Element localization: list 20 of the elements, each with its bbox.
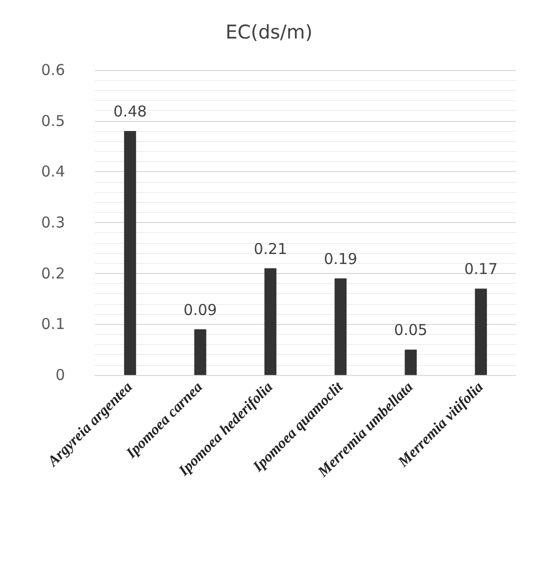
bar xyxy=(474,288,487,375)
data-label: 0.21 xyxy=(254,240,288,258)
bar xyxy=(404,350,417,375)
y-tick-label: 0.1 xyxy=(41,315,65,334)
data-label: 0.17 xyxy=(464,260,498,278)
bar xyxy=(194,329,206,375)
bar xyxy=(264,268,276,375)
y-tick-label: 0.6 xyxy=(41,61,65,79)
chart-title: EC(ds/m) xyxy=(226,22,312,44)
bar xyxy=(334,278,347,375)
y-tick-label: 0.2 xyxy=(41,264,65,282)
data-label: 0.05 xyxy=(394,321,428,340)
y-tick-label: 0.4 xyxy=(41,162,65,181)
data-label: 0.09 xyxy=(184,300,217,319)
y-tick-label: 0.5 xyxy=(41,112,65,130)
bar xyxy=(124,131,136,375)
data-label: 0.19 xyxy=(324,250,358,268)
data-label: 0.48 xyxy=(113,102,147,120)
y-tick-label: 0.3 xyxy=(41,214,65,232)
y-tick-label: 0 xyxy=(55,366,65,384)
